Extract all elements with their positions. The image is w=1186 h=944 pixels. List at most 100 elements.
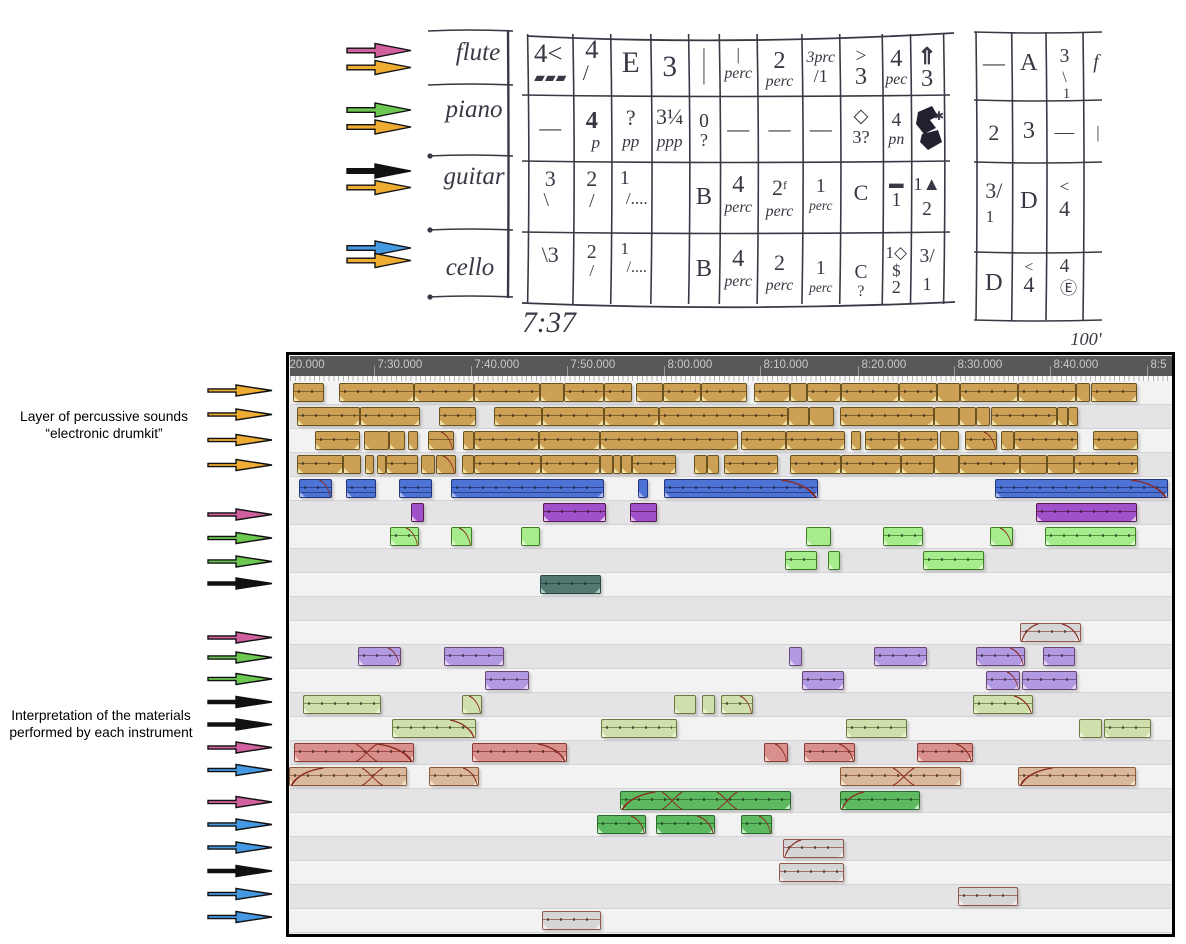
svg-text:1: 1 xyxy=(816,176,826,197)
svg-text:3: 3 xyxy=(1060,46,1070,67)
svg-text:0: 0 xyxy=(699,111,709,132)
svg-text:perc: perc xyxy=(723,65,752,82)
svg-text:C: C xyxy=(854,180,869,205)
svg-text:3?: 3? xyxy=(852,127,869,147)
svg-text:—: — xyxy=(538,115,562,140)
svg-text:perc: perc xyxy=(765,277,794,294)
svg-text:B: B xyxy=(696,255,712,282)
svg-text:|: | xyxy=(736,45,739,64)
svg-text:—: — xyxy=(982,50,1006,75)
svg-text:2: 2 xyxy=(773,47,785,74)
svg-text:\: \ xyxy=(1062,69,1067,86)
svg-text:\3: \3 xyxy=(542,242,559,267)
svg-text:4: 4 xyxy=(891,110,901,131)
svg-text:C: C xyxy=(854,262,867,283)
svg-text:perc: perc xyxy=(723,199,752,216)
svg-text:100': 100' xyxy=(1070,329,1102,349)
svg-text:<: < xyxy=(1024,259,1033,276)
svg-text:/: / xyxy=(583,60,590,85)
svg-text:3prc: 3prc xyxy=(806,49,836,66)
svg-text:/1: /1 xyxy=(814,66,828,86)
svg-text:4: 4 xyxy=(586,107,598,134)
svg-text:—: — xyxy=(726,116,750,141)
svg-text:1: 1 xyxy=(986,207,995,226)
svg-text:?: ? xyxy=(857,283,864,300)
svg-text:E: E xyxy=(622,47,640,79)
svg-text:3/: 3/ xyxy=(985,178,1003,203)
svg-text:pn: pn xyxy=(887,131,904,148)
svg-text:<: < xyxy=(1060,177,1070,196)
svg-text:perc: perc xyxy=(808,198,832,213)
svg-text:⇑: ⇑ xyxy=(917,44,936,70)
svg-text:4: 4 xyxy=(732,245,744,272)
svg-text:D: D xyxy=(985,269,1003,296)
svg-text:2: 2 xyxy=(892,277,901,297)
svg-text:3: 3 xyxy=(545,166,556,191)
svg-text:—: — xyxy=(1054,122,1075,143)
svg-text:1: 1 xyxy=(620,239,629,258)
svg-text:?: ? xyxy=(626,105,636,130)
svg-text:piano: piano xyxy=(444,96,503,123)
svg-text:guitar: guitar xyxy=(443,163,504,190)
svg-text:4: 4 xyxy=(732,171,744,198)
svg-text:4: 4 xyxy=(1060,256,1070,277)
svg-text:1: 1 xyxy=(891,190,901,211)
svg-text:3¼: 3¼ xyxy=(656,104,684,129)
svg-text:3: 3 xyxy=(921,65,933,92)
svg-text:perc: perc xyxy=(765,203,794,220)
svg-text:4: 4 xyxy=(585,34,598,64)
svg-text:◇: ◇ xyxy=(853,106,869,127)
svg-text:2: 2 xyxy=(586,166,597,191)
svg-text:/: / xyxy=(589,191,595,212)
svg-text:/....: /.... xyxy=(627,259,647,276)
svg-text:p: p xyxy=(591,133,601,152)
svg-text:1◇: 1◇ xyxy=(885,243,908,262)
svg-text:2: 2 xyxy=(587,242,597,263)
svg-text:3: 3 xyxy=(662,51,677,83)
svg-text:perc: perc xyxy=(765,73,794,90)
svg-text:|: | xyxy=(702,64,706,85)
svg-text:—: — xyxy=(768,116,792,141)
svg-text:1▲: 1▲ xyxy=(913,174,940,194)
svg-text:|: | xyxy=(702,46,706,67)
svg-text:\: \ xyxy=(544,190,550,211)
svg-text:4: 4 xyxy=(890,45,902,72)
svg-text:$: $ xyxy=(892,261,901,280)
svg-text:1: 1 xyxy=(816,258,826,279)
svg-text:/: / xyxy=(589,261,594,280)
svg-text:flute: flute xyxy=(456,39,500,66)
svg-text:B: B xyxy=(696,183,712,210)
svg-text:1: 1 xyxy=(620,168,630,189)
svg-text:A: A xyxy=(1020,49,1038,76)
svg-text:▰▰▰: ▰▰▰ xyxy=(534,71,567,86)
svg-text:3: 3 xyxy=(1023,117,1035,144)
svg-text:perc: perc xyxy=(723,273,752,290)
svg-text:4: 4 xyxy=(1059,196,1070,221)
svg-text:✱: ✱ xyxy=(934,109,944,123)
svg-text:cello: cello xyxy=(446,254,495,281)
svg-text:perc: perc xyxy=(808,280,832,295)
svg-text:?: ? xyxy=(700,130,708,150)
svg-text:D: D xyxy=(1020,187,1038,214)
svg-text:f: f xyxy=(1093,52,1101,73)
svg-text:2: 2 xyxy=(774,250,785,275)
svg-text:pec: pec xyxy=(884,71,907,88)
svg-text:4<: 4< xyxy=(534,38,563,68)
svg-text:pp: pp xyxy=(621,132,640,151)
svg-text:3: 3 xyxy=(855,63,867,90)
svg-text:7:37: 7:37 xyxy=(522,307,577,339)
svg-text:/....: /.... xyxy=(626,189,648,208)
svg-text:2: 2 xyxy=(922,199,932,220)
svg-text:4: 4 xyxy=(1023,272,1034,297)
svg-text:ppp: ppp xyxy=(656,132,683,151)
svg-text:—: — xyxy=(809,116,833,141)
svg-text:|: | xyxy=(1096,123,1099,142)
svg-text:2f: 2f xyxy=(772,175,787,200)
svg-text:>: > xyxy=(855,46,866,67)
svg-text:Ⓔ: Ⓔ xyxy=(1060,279,1077,298)
svg-text:1: 1 xyxy=(922,274,931,294)
svg-text:1: 1 xyxy=(1063,86,1070,102)
svg-text:3/: 3/ xyxy=(919,246,935,267)
svg-text:2: 2 xyxy=(988,120,999,145)
svg-text:▬: ▬ xyxy=(889,176,904,192)
